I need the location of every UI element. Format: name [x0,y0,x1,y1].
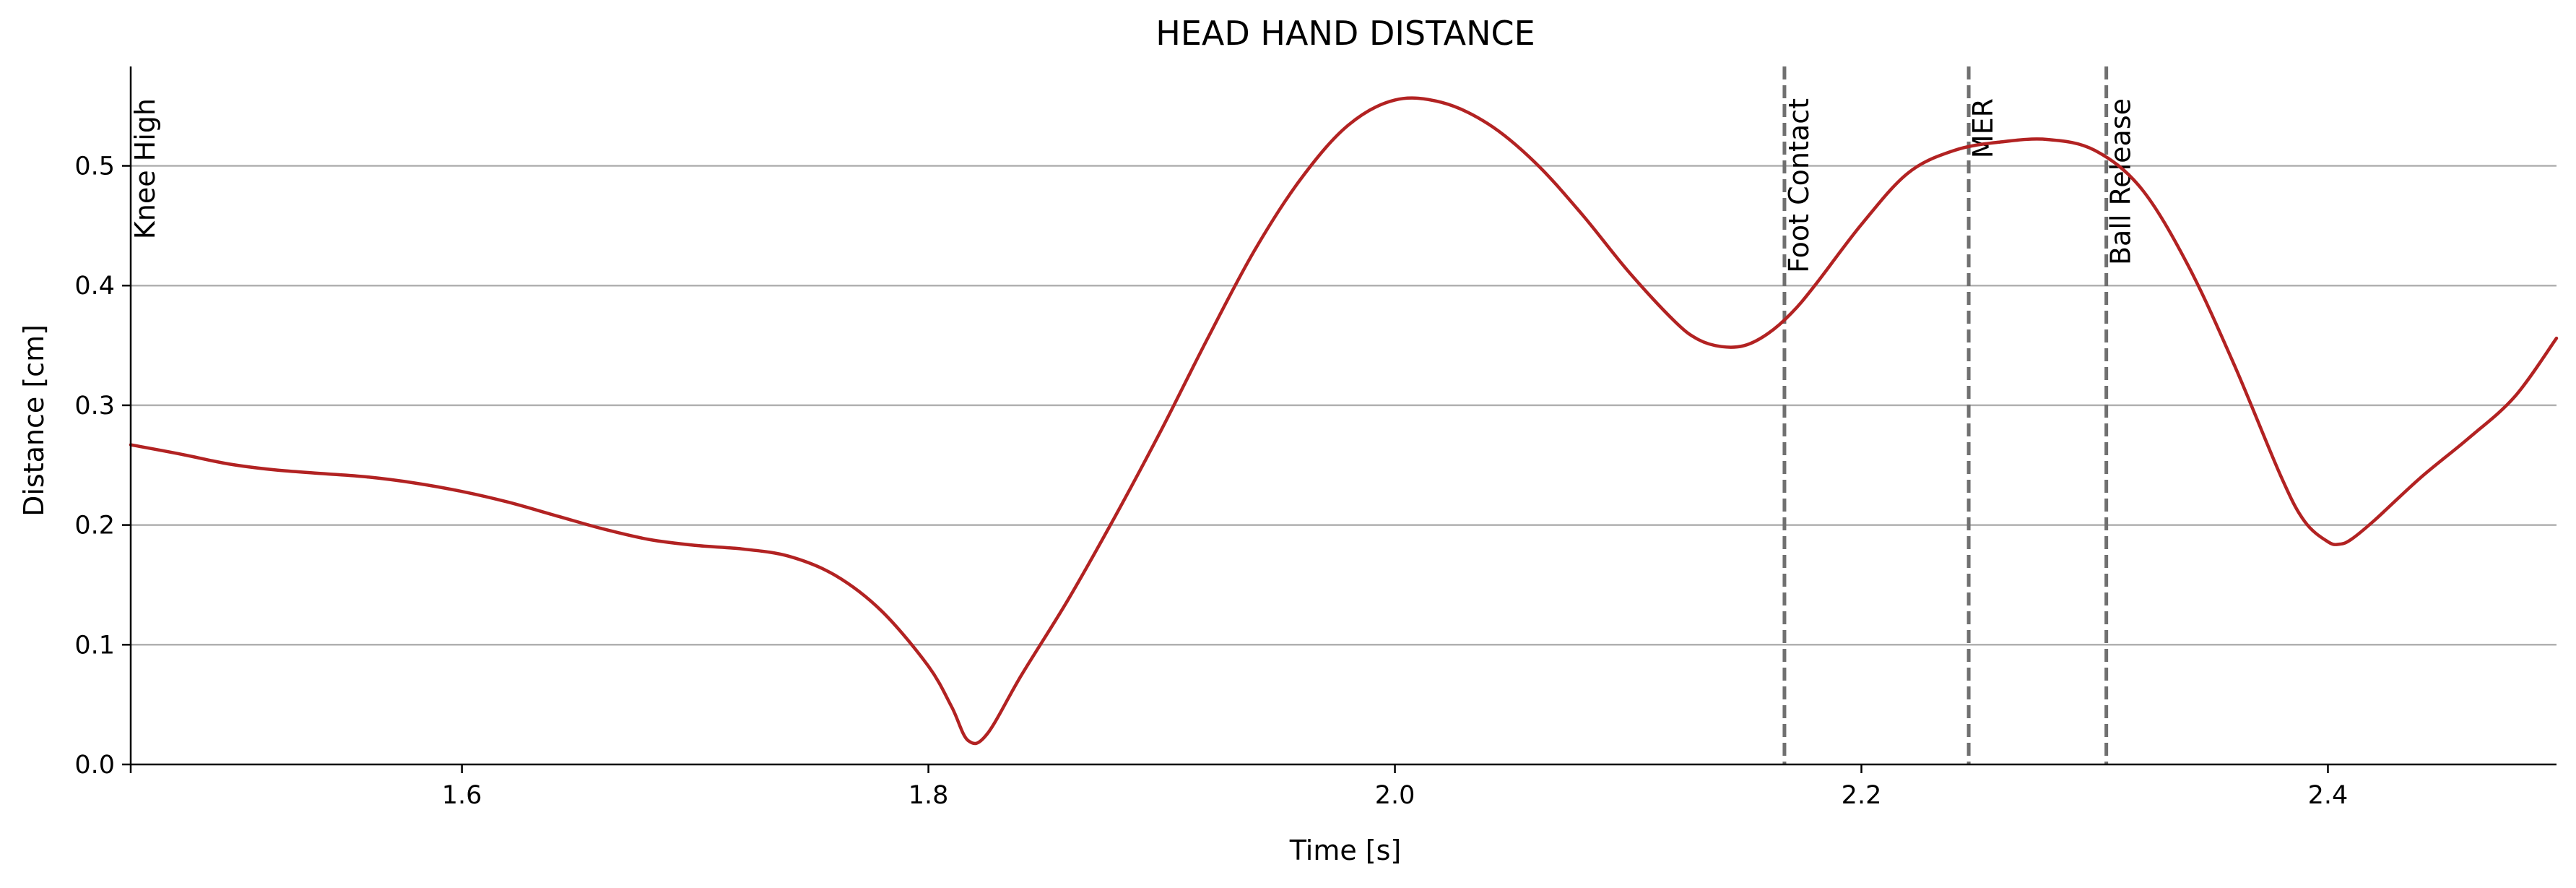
x-axis-label: Time [s] [1289,835,1402,866]
y-axis-ticks: 0.0 0.1 0.2 0.3 0.4 0.5 [74,152,131,780]
event-label: Knee High [129,98,161,239]
series-line [129,96,2559,746]
y-tick-label: 0.5 [74,152,115,181]
axes [129,66,2557,766]
x-tick-label: 2.2 [1842,781,1882,810]
event-label: Foot Contact [1783,98,1815,273]
y-axis-label: Distance [cm] [18,324,50,517]
y-tick-label: 0.3 [74,392,115,421]
x-tick-label: 2.0 [1375,781,1415,810]
x-axis-ticks: 1.6 1.8 2.0 2.2 2.4 [129,764,2349,810]
event-label: Ball Release [2105,98,2137,265]
x-tick-label: 2.4 [2308,781,2349,810]
y-tick-label: 0.4 [74,272,115,301]
y-tick-label: 0.0 [74,751,115,780]
y-tick-label: 0.2 [74,512,115,540]
grid-lines [131,165,2557,646]
chart-title: HEAD HAND DISTANCE [1155,14,1535,53]
y-tick-label: 0.1 [74,631,115,660]
series-layer [129,96,2559,746]
event-markers: Knee High Foot Contact MER Ball Release [129,66,2137,764]
x-tick-label: 1.8 [908,781,949,810]
x-tick-label: 1.6 [442,781,482,810]
event-label: MER [1967,98,1999,158]
